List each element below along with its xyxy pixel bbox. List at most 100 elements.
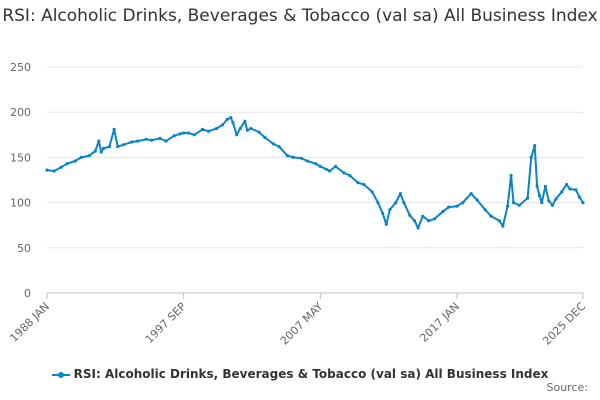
- data-point[interactable]: [314, 162, 318, 166]
- data-point[interactable]: [200, 127, 205, 131]
- data-point[interactable]: [192, 133, 196, 137]
- data-point[interactable]: [220, 123, 225, 127]
- data-point[interactable]: [362, 182, 366, 187]
- data-point[interactable]: [475, 198, 479, 202]
- data-point[interactable]: [511, 201, 516, 205]
- data-point[interactable]: [581, 201, 585, 205]
- data-point[interactable]: [412, 219, 417, 223]
- data-point[interactable]: [455, 204, 459, 208]
- data-point[interactable]: [526, 196, 530, 200]
- data-point[interactable]: [384, 222, 388, 226]
- data-point[interactable]: [421, 214, 425, 218]
- data-point[interactable]: [277, 145, 281, 149]
- data-point[interactable]: [564, 182, 569, 187]
- data-point[interactable]: [540, 201, 544, 205]
- data-point[interactable]: [547, 199, 551, 203]
- legend[interactable]: RSI: Alcoholic Drinks, Beverages & Tobac…: [0, 364, 600, 384]
- data-point[interactable]: [441, 210, 445, 214]
- data-point[interactable]: [574, 188, 578, 192]
- data-point[interactable]: [348, 173, 352, 178]
- data-point[interactable]: [376, 201, 380, 205]
- data-point[interactable]: [257, 130, 261, 134]
- data-point[interactable]: [427, 219, 431, 223]
- data-point[interactable]: [87, 154, 91, 158]
- data-point[interactable]: [164, 139, 168, 143]
- data-point[interactable]: [231, 121, 235, 125]
- data-point[interactable]: [497, 219, 501, 223]
- data-point[interactable]: [398, 192, 402, 196]
- data-point[interactable]: [535, 184, 539, 188]
- source-credit[interactable]: Source:: [546, 381, 589, 394]
- data-point[interactable]: [178, 132, 182, 136]
- data-point[interactable]: [93, 149, 97, 153]
- data-point[interactable]: [568, 187, 572, 191]
- data-point[interactable]: [52, 169, 56, 173]
- data-point[interactable]: [334, 164, 338, 168]
- data-point[interactable]: [101, 146, 106, 150]
- data-point[interactable]: [172, 134, 176, 138]
- data-point[interactable]: [107, 145, 111, 149]
- data-point[interactable]: [550, 203, 555, 207]
- data-point[interactable]: [229, 116, 233, 120]
- data-point[interactable]: [73, 159, 77, 163]
- data-point[interactable]: [243, 119, 247, 123]
- data-point[interactable]: [533, 144, 537, 148]
- data-point[interactable]: [130, 140, 134, 144]
- data-point[interactable]: [318, 164, 322, 168]
- series-line[interactable]: [46, 116, 584, 229]
- data-point[interactable]: [65, 162, 69, 166]
- data-point[interactable]: [529, 155, 533, 159]
- data-point[interactable]: [99, 150, 103, 154]
- data-point[interactable]: [249, 126, 253, 131]
- data-point[interactable]: [285, 154, 289, 158]
- data-point[interactable]: [388, 208, 392, 212]
- data-point[interactable]: [182, 131, 186, 135]
- data-point[interactable]: [509, 173, 513, 178]
- data-point[interactable]: [263, 135, 267, 140]
- data-point[interactable]: [271, 142, 275, 146]
- data-point[interactable]: [483, 208, 487, 212]
- data-point[interactable]: [122, 143, 126, 147]
- data-point[interactable]: [489, 214, 493, 218]
- data-point[interactable]: [144, 137, 148, 141]
- data-point[interactable]: [324, 167, 328, 171]
- data-point[interactable]: [469, 192, 473, 196]
- data-point[interactable]: [461, 201, 465, 205]
- data-point[interactable]: [328, 169, 332, 173]
- data-point[interactable]: [112, 127, 116, 131]
- data-point[interactable]: [206, 129, 210, 133]
- data-point[interactable]: [577, 195, 582, 199]
- data-point[interactable]: [501, 224, 505, 228]
- data-point[interactable]: [408, 213, 412, 217]
- data-point[interactable]: [506, 204, 510, 208]
- data-point[interactable]: [517, 203, 522, 207]
- data-point[interactable]: [416, 226, 420, 230]
- data-point[interactable]: [543, 184, 547, 188]
- data-point[interactable]: [116, 145, 120, 149]
- data-point[interactable]: [79, 155, 83, 159]
- data-point[interactable]: [402, 201, 406, 205]
- data-point[interactable]: [186, 131, 190, 135]
- data-point[interactable]: [305, 159, 309, 163]
- data-point[interactable]: [245, 128, 249, 132]
- data-point[interactable]: [45, 168, 49, 172]
- data-point[interactable]: [537, 193, 542, 197]
- data-point[interactable]: [554, 197, 558, 201]
- data-point[interactable]: [342, 171, 346, 175]
- data-point[interactable]: [433, 217, 437, 221]
- data-point[interactable]: [291, 155, 295, 159]
- data-point[interactable]: [215, 126, 219, 131]
- data-point[interactable]: [299, 156, 304, 160]
- data-point[interactable]: [136, 139, 140, 143]
- data-point[interactable]: [235, 133, 239, 137]
- data-point[interactable]: [225, 117, 229, 121]
- data-point[interactable]: [370, 190, 374, 194]
- data-point[interactable]: [59, 165, 63, 169]
- data-point[interactable]: [238, 126, 242, 131]
- data-point[interactable]: [158, 136, 162, 140]
- data-point[interactable]: [447, 205, 451, 209]
- data-point[interactable]: [394, 201, 398, 205]
- data-point[interactable]: [356, 181, 360, 185]
- data-point[interactable]: [150, 138, 154, 142]
- data-point[interactable]: [97, 139, 101, 143]
